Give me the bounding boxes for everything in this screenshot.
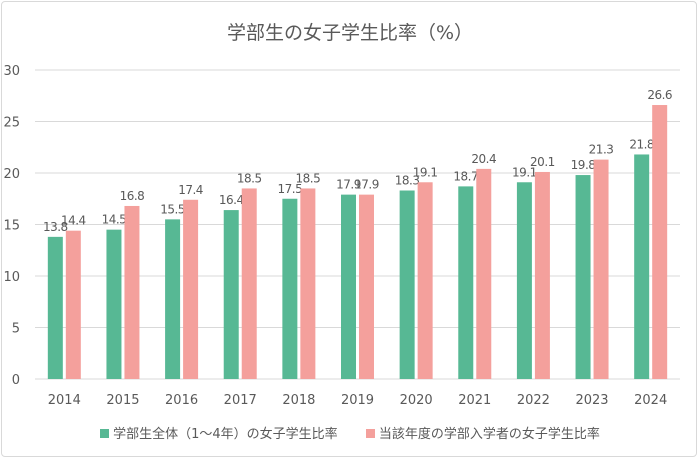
data-label: 21.8 xyxy=(629,137,654,151)
x-tick-label: 2018 xyxy=(282,393,315,408)
x-tick-label: 2020 xyxy=(400,393,433,408)
x-tick-label: 2023 xyxy=(575,393,608,408)
bar xyxy=(575,175,591,379)
legend-item-new-entrants: 当該年度の学部入学者の女子学生比率 xyxy=(365,427,600,442)
bar xyxy=(593,159,609,379)
legend-label: 学部生全体（1～4年）の女子学生比率 xyxy=(113,427,338,442)
data-label: 14.5 xyxy=(102,213,127,227)
data-label: 18.5 xyxy=(296,171,321,185)
bar xyxy=(476,168,492,379)
data-label: 19.1 xyxy=(413,165,438,179)
data-label: 17.4 xyxy=(178,183,203,197)
y-tick-label: 0 xyxy=(12,373,20,388)
bar xyxy=(241,188,257,379)
legend-label: 当該年度の学部入学者の女子学生比率 xyxy=(378,427,600,442)
data-label: 18.5 xyxy=(237,171,262,185)
y-tick-label: 5 xyxy=(12,322,20,337)
x-tick-label: 2024 xyxy=(634,393,667,408)
bar xyxy=(65,230,81,379)
x-tick-label: 2022 xyxy=(517,393,550,408)
x-tick-label: 2021 xyxy=(458,393,491,408)
bar xyxy=(165,219,181,379)
x-tick-label: 2017 xyxy=(224,393,257,408)
bar xyxy=(652,105,668,380)
bar xyxy=(359,194,374,379)
x-tick-label: 2015 xyxy=(106,393,139,408)
data-label: 14.4 xyxy=(61,214,86,228)
bar xyxy=(282,198,298,379)
bar xyxy=(458,186,474,379)
legend-swatch xyxy=(365,429,375,438)
data-label: 15.5 xyxy=(160,202,185,216)
data-label: 16.4 xyxy=(219,193,244,207)
bar xyxy=(516,182,532,379)
data-label: 26.6 xyxy=(647,88,672,102)
y-tick-label: 15 xyxy=(3,219,20,234)
chart-title: 学部生の女子学生比率（%） xyxy=(226,22,474,44)
legend-item-all-students: 学部生全体（1～4年）の女子学生比率 xyxy=(100,427,338,442)
bar xyxy=(534,171,550,379)
data-label: 16.8 xyxy=(120,189,145,203)
data-label: 18.7 xyxy=(453,169,478,183)
legend: 学部生全体（1～4年）の女子学生比率 当該年度の学部入学者の女子学生比率 xyxy=(0,423,700,442)
data-label: 21.3 xyxy=(589,143,614,157)
data-label: 19.8 xyxy=(571,158,596,172)
bar xyxy=(634,154,650,379)
data-label: 13.8 xyxy=(43,220,68,234)
x-tick-label: 2016 xyxy=(165,393,198,408)
data-label: 20.4 xyxy=(471,152,496,166)
y-tick-label: 30 xyxy=(3,64,20,79)
y-tick-label: 20 xyxy=(3,167,20,182)
bar xyxy=(183,199,199,379)
data-label: 17.5 xyxy=(278,182,303,196)
bar xyxy=(399,190,415,379)
bar xyxy=(106,229,122,379)
bar xyxy=(417,182,433,379)
y-tick-label: 10 xyxy=(3,270,20,285)
data-label: 19.1 xyxy=(512,165,537,179)
x-tick-label: 2014 xyxy=(48,393,81,408)
bar xyxy=(223,210,239,379)
legend-swatch xyxy=(100,429,110,438)
y-tick-label: 25 xyxy=(3,116,20,131)
x-tick-label: 2019 xyxy=(341,393,374,408)
bar xyxy=(47,236,63,379)
data-label: 20.1 xyxy=(530,155,555,169)
data-label: 17.9 xyxy=(354,178,379,192)
bar xyxy=(124,205,140,379)
bar xyxy=(300,188,316,379)
data-label: 18.3 xyxy=(395,174,420,188)
bar xyxy=(341,194,356,379)
data-label: 17.9 xyxy=(336,178,361,192)
